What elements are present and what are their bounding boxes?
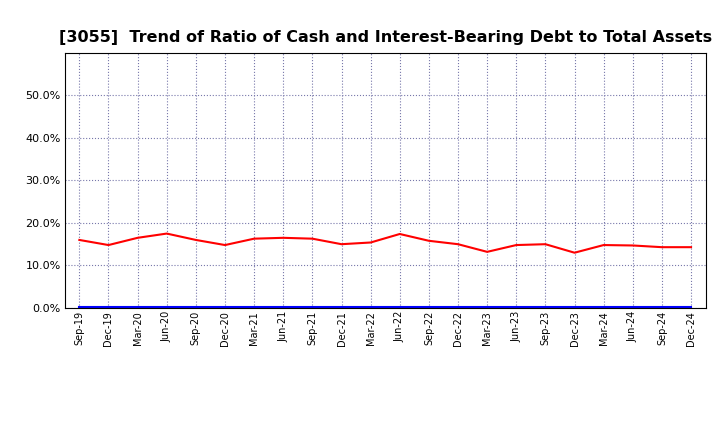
Cash xyxy=(192,237,200,242)
Cash xyxy=(687,245,696,250)
Cash xyxy=(541,242,550,247)
Cash xyxy=(337,242,346,247)
Title: [3055]  Trend of Ratio of Cash and Interest-Bearing Debt to Total Assets: [3055] Trend of Ratio of Cash and Intere… xyxy=(58,29,712,45)
Cash xyxy=(425,238,433,243)
Interest-Bearing Debt xyxy=(570,304,579,310)
Interest-Bearing Debt xyxy=(220,304,229,310)
Interest-Bearing Debt xyxy=(192,304,200,310)
Cash xyxy=(483,249,492,254)
Cash xyxy=(163,231,171,236)
Cash xyxy=(512,242,521,248)
Interest-Bearing Debt xyxy=(75,304,84,310)
Cash xyxy=(629,243,637,248)
Interest-Bearing Debt xyxy=(163,304,171,310)
Interest-Bearing Debt xyxy=(366,304,375,310)
Interest-Bearing Debt xyxy=(279,304,287,310)
Cash xyxy=(308,236,317,241)
Interest-Bearing Debt xyxy=(133,304,142,310)
Interest-Bearing Debt xyxy=(657,304,666,310)
Cash xyxy=(133,235,142,240)
Cash xyxy=(220,242,229,248)
Interest-Bearing Debt xyxy=(395,304,404,310)
Cash xyxy=(75,237,84,242)
Cash xyxy=(657,245,666,250)
Interest-Bearing Debt xyxy=(687,304,696,310)
Interest-Bearing Debt xyxy=(104,304,113,310)
Line: Cash: Cash xyxy=(79,234,691,253)
Cash xyxy=(599,242,608,248)
Cash xyxy=(454,242,462,247)
Interest-Bearing Debt xyxy=(337,304,346,310)
Cash xyxy=(250,236,258,241)
Interest-Bearing Debt xyxy=(454,304,462,310)
Interest-Bearing Debt xyxy=(250,304,258,310)
Interest-Bearing Debt xyxy=(541,304,550,310)
Cash xyxy=(279,235,287,240)
Cash xyxy=(104,242,113,248)
Interest-Bearing Debt xyxy=(512,304,521,310)
Cash xyxy=(570,250,579,255)
Cash xyxy=(366,240,375,245)
Interest-Bearing Debt xyxy=(425,304,433,310)
Interest-Bearing Debt xyxy=(308,304,317,310)
Interest-Bearing Debt xyxy=(629,304,637,310)
Interest-Bearing Debt xyxy=(483,304,492,310)
Interest-Bearing Debt xyxy=(599,304,608,310)
Cash xyxy=(395,231,404,237)
